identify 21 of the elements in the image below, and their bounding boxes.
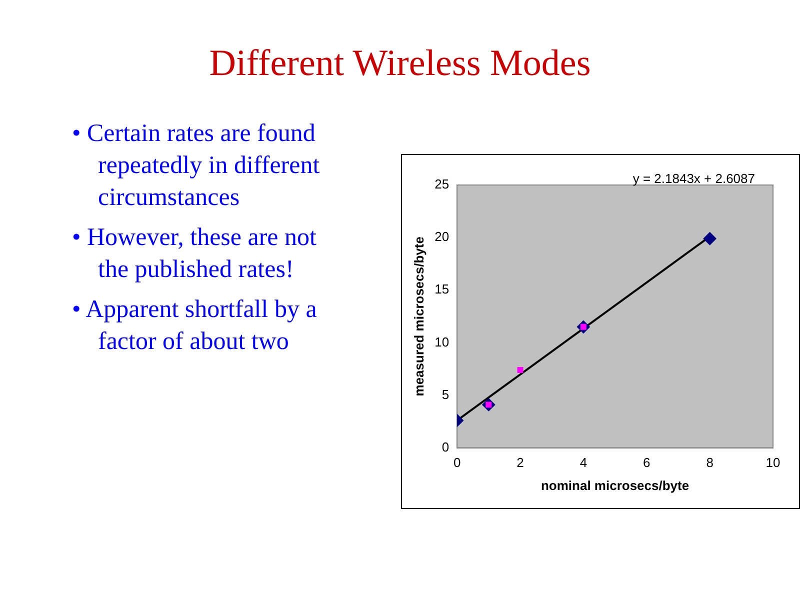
x-tick-label: 4 [580, 455, 588, 470]
point [703, 232, 716, 246]
y-tick-label: 10 [434, 334, 450, 350]
y-tick-label: 0 [442, 439, 450, 454]
x-tick-label: 0 [453, 455, 461, 470]
x-tick-label: 8 [706, 455, 714, 470]
chart-title: Different Wireless Modes [208, 42, 592, 85]
point [517, 367, 524, 373]
y-tick-label: 25 [434, 176, 450, 192]
text: • Apparent shortfall by a factor of about two [71, 295, 318, 357]
y-tick-label: 15 [434, 282, 450, 297]
y-tick-label: 20 [434, 229, 450, 244]
y-axis-title: measured microsecs/byte [411, 236, 426, 396]
y-tick-label: 5 [442, 386, 450, 402]
x-axis-title: nominal microsecs/byte [540, 478, 690, 493]
annotation: y = 2.1843x + 2.6087 [632, 171, 755, 186]
x-tick-label: 6 [643, 455, 650, 470]
text: • However, these are not the published rates! [71, 223, 318, 285]
x-tick-label: 10 [766, 455, 780, 470]
x-tick-label: 2 [516, 455, 524, 470]
text: • Certain rates are found repeatedly in different circumstances [71, 119, 321, 213]
